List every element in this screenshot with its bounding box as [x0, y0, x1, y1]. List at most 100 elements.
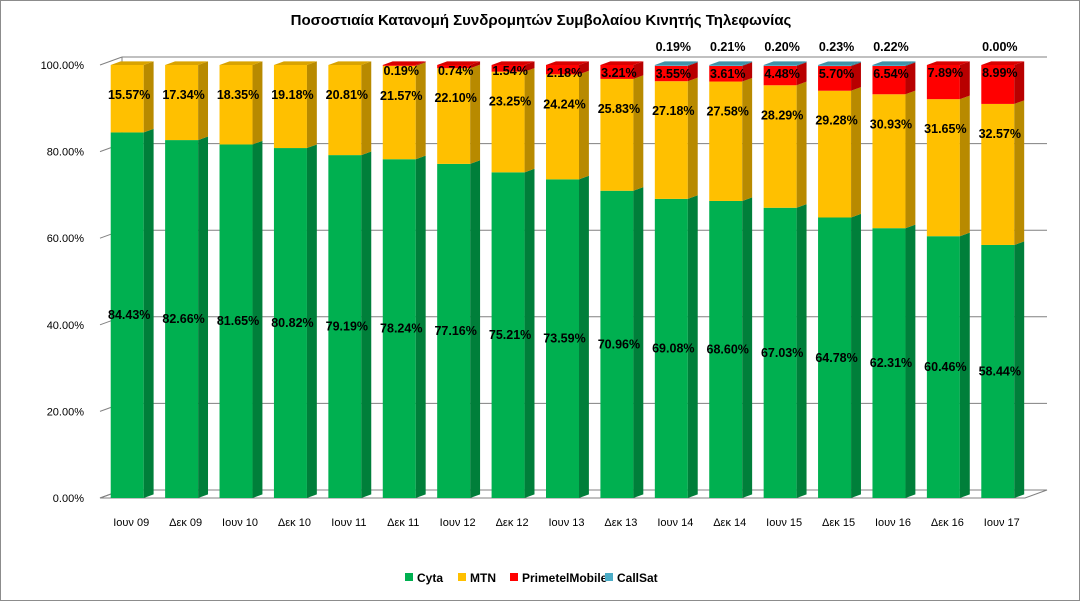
- data-label-cyta: 68.60%: [707, 342, 749, 356]
- bar-segment-primetelmobile: [872, 62, 916, 95]
- x-tick-label: Ιουν 14: [657, 517, 693, 529]
- data-label-mtn: 22.10%: [434, 91, 476, 105]
- bar-segment-mtn: [219, 61, 263, 145]
- bar-segment-mtn: [709, 77, 753, 201]
- x-tick-label: Δεκ 16: [931, 517, 964, 529]
- bar-side: [959, 232, 970, 498]
- bar-segment-cyta: [818, 213, 861, 499]
- bar-front: [763, 207, 797, 498]
- x-tick-label: Δεκ 12: [496, 517, 529, 529]
- x-tick-label: Δεκ 15: [822, 517, 855, 529]
- bar-side: [633, 75, 644, 191]
- bar-segment-mtn: [382, 62, 426, 160]
- bar-segment-callsat: [709, 61, 753, 66]
- bar-side: [687, 62, 698, 82]
- bar-front: [165, 140, 199, 498]
- bar-front: [654, 65, 688, 66]
- data-label-cyta: 70.96%: [598, 337, 640, 351]
- legend-label: Cyta: [417, 571, 443, 585]
- data-label-cyta: 80.82%: [271, 316, 313, 330]
- bar-front: [763, 85, 797, 208]
- bar-segment-callsat: [654, 61, 698, 66]
- bar-side: [959, 95, 970, 237]
- bar-front: [709, 65, 743, 82]
- bar-segment-mtn: [328, 61, 372, 156]
- bar-top: [818, 61, 861, 66]
- bar-segment-cyta: [273, 144, 317, 499]
- bar-side: [905, 224, 916, 498]
- bar-side: [524, 168, 535, 498]
- bar-side: [579, 70, 589, 180]
- bar-front: [437, 68, 471, 164]
- bar-front: [926, 236, 960, 499]
- bar-side: [687, 61, 698, 66]
- bar-front: [437, 163, 471, 498]
- data-label-cyta: 73.59%: [543, 332, 585, 346]
- bar-segment-cyta: [110, 128, 154, 499]
- data-label-mtn: 20.81%: [326, 88, 368, 102]
- data-label-cyta: 79.19%: [326, 320, 368, 334]
- bar-front: [491, 172, 525, 498]
- bar-front: [546, 179, 579, 499]
- data-label-cyta: 81.65%: [217, 314, 259, 328]
- bar-front: [165, 65, 199, 141]
- bar-front: [709, 81, 743, 201]
- bar-front: [273, 65, 307, 149]
- bar-top: [165, 61, 209, 65]
- y-tick-label: 60.00%: [47, 233, 85, 245]
- bar-top: [546, 61, 589, 65]
- bar-front: [219, 144, 253, 498]
- bar-front: [328, 155, 362, 498]
- bar-front: [872, 65, 906, 95]
- bar-side: [742, 62, 753, 82]
- bar-side: [905, 90, 916, 229]
- bar-segment-mtn: [763, 81, 807, 208]
- bar-top: [437, 61, 481, 65]
- bar-side: [524, 61, 535, 72]
- bar-segment-primetelmobile: [654, 62, 698, 82]
- data-label-cyta: 67.03%: [761, 346, 803, 360]
- bar-front: [818, 65, 852, 67]
- bar-front: [382, 159, 416, 498]
- data-label-cyta: 84.43%: [108, 308, 150, 322]
- bar-segment-primetelmobile: [382, 61, 426, 66]
- x-tick-label: Δεκ 11: [387, 517, 419, 529]
- data-labels: 84.43% 15.57% 82.66% 17.34% 81.65% 18.35% 80.8…: [108, 40, 1021, 378]
- data-label-callsat: 0.23%: [819, 40, 854, 54]
- bar-side: [851, 61, 861, 67]
- bar-top: [491, 61, 535, 65]
- bar-side: [687, 77, 698, 199]
- bar-segment-mtn: [600, 75, 644, 191]
- y-axis: 0.00% 20.00% 40.00% 60.00% 80.00% 100.00%: [41, 60, 85, 505]
- bar-top: [709, 61, 753, 65]
- bar-segment-primetelmobile: [926, 61, 970, 100]
- bar-top: [981, 61, 1025, 65]
- bar-segment-mtn: [872, 90, 916, 229]
- bar-segment-cyta: [654, 195, 698, 498]
- bar-segment-cyta: [872, 224, 916, 498]
- data-label-cyta: 69.08%: [652, 341, 694, 355]
- bar-top: [763, 61, 807, 65]
- data-label-cyta: 60.46%: [924, 360, 966, 374]
- data-label-cyta: 62.31%: [870, 356, 912, 370]
- data-label-mtn: 28.29%: [761, 108, 803, 122]
- data-label-mtn: 21.57%: [380, 89, 422, 103]
- data-label-mtn: 18.35%: [217, 88, 259, 102]
- bar-top: [654, 61, 698, 65]
- bar-side: [361, 61, 372, 156]
- gridline-depth: [99, 56, 123, 66]
- bar-top: [273, 61, 317, 65]
- bar-front: [709, 200, 743, 498]
- data-label-cyta: 78.24%: [380, 322, 422, 336]
- legend-label: MTN: [470, 571, 496, 585]
- data-label-cyta: 77.16%: [434, 324, 476, 338]
- data-label-primetelmobile: 3.61%: [710, 67, 745, 81]
- bar-side: [470, 160, 481, 499]
- data-label-callsat: 0.21%: [710, 40, 745, 54]
- data-label-primetelmobile: 4.48%: [764, 67, 799, 81]
- bar-segment-primetelmobile: [491, 61, 535, 72]
- x-tick-label: Ιουν 10: [222, 517, 258, 529]
- legend-swatch: [510, 573, 518, 581]
- data-label-mtn: 30.93%: [870, 117, 912, 131]
- y-tick-label: 0.00%: [53, 493, 84, 505]
